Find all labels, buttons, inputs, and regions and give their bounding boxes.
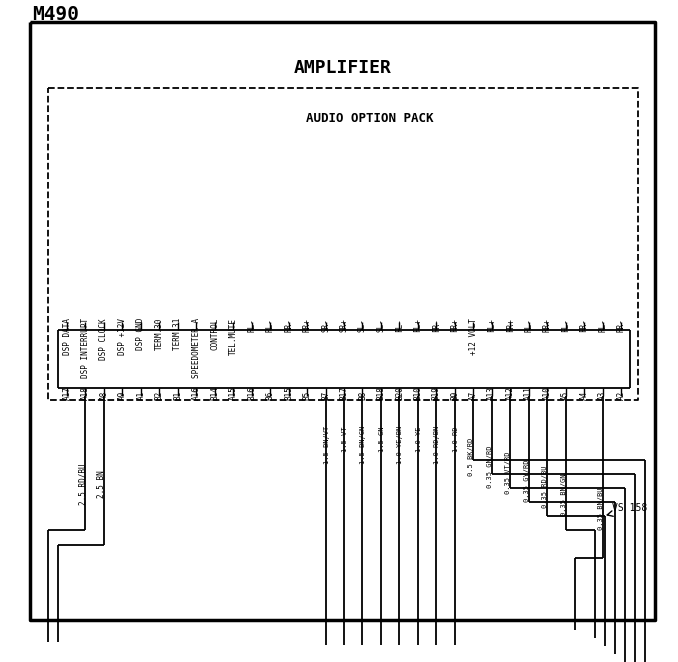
Text: RR+: RR+ — [542, 318, 552, 332]
Text: A2: A2 — [616, 391, 626, 400]
Text: 0.35 GY/RD: 0.35 GY/RD — [523, 459, 530, 502]
Text: A15: A15 — [228, 386, 238, 400]
Text: FR+: FR+ — [506, 318, 515, 332]
Text: 2.5 BN: 2.5 BN — [98, 471, 106, 498]
Text: B16: B16 — [247, 386, 256, 400]
Text: 0.35 BN/BU: 0.35 BN/BU — [597, 487, 603, 530]
Text: B15: B15 — [284, 386, 293, 400]
Text: A18: A18 — [81, 386, 90, 400]
Text: TERM.30: TERM.30 — [155, 318, 164, 350]
Text: FR+: FR+ — [450, 318, 459, 332]
Text: SR-: SR- — [321, 318, 330, 332]
Text: 2.5 RD/BU: 2.5 RD/BU — [79, 463, 88, 504]
Text: A1: A1 — [136, 391, 145, 400]
Text: A12: A12 — [506, 386, 515, 400]
Text: RL-: RL- — [524, 318, 533, 332]
Text: TEL.MUTE: TEL.MUTE — [228, 318, 238, 355]
Text: SL-: SL- — [358, 318, 367, 332]
Text: A5: A5 — [561, 391, 570, 400]
Text: 0.35 RD/BU: 0.35 RD/BU — [542, 466, 548, 508]
Text: AUDIO OPTION PACK: AUDIO OPTION PACK — [306, 111, 434, 124]
Text: 0.35 VT/RD: 0.35 VT/RD — [505, 452, 511, 495]
Text: FL+: FL+ — [414, 318, 422, 332]
Text: B20: B20 — [395, 386, 404, 400]
Text: RL-: RL- — [598, 318, 607, 332]
Text: 1.5 GN: 1.5 GN — [379, 426, 385, 451]
Text: TERM 31: TERM 31 — [174, 318, 182, 350]
Text: B10: B10 — [414, 386, 422, 400]
Text: RR-: RR- — [616, 318, 626, 332]
Text: +12 VOLT: +12 VOLT — [468, 318, 478, 355]
Text: FR-: FR- — [432, 318, 441, 332]
Text: FR-: FR- — [580, 318, 589, 332]
Text: A13: A13 — [487, 386, 496, 400]
Text: B2: B2 — [155, 391, 164, 400]
Text: B8: B8 — [358, 391, 367, 400]
Text: B19: B19 — [432, 386, 441, 400]
Text: 1.0 YE: 1.0 YE — [416, 426, 422, 451]
Text: A3: A3 — [598, 391, 607, 400]
Text: B6: B6 — [266, 391, 275, 400]
Text: RR-: RR- — [284, 318, 293, 332]
Text: A11: A11 — [524, 386, 533, 400]
Text: DSP +12V: DSP +12V — [118, 318, 127, 355]
Text: SPEEDOMETER A: SPEEDOMETER A — [192, 318, 201, 378]
Text: A10: A10 — [542, 386, 552, 400]
Text: DSP DATA: DSP DATA — [62, 318, 71, 355]
Text: B7: B7 — [321, 391, 330, 400]
Text: A8: A8 — [100, 391, 108, 400]
Text: FL-: FL- — [561, 318, 570, 332]
Text: FL+: FL+ — [487, 318, 496, 332]
Text: 0.35 GN/RD: 0.35 GN/RD — [487, 445, 493, 487]
Text: B1: B1 — [174, 391, 182, 400]
Text: A17: A17 — [62, 386, 71, 400]
Text: DSP CLOCK: DSP CLOCK — [100, 318, 108, 359]
Text: SL-: SL- — [376, 318, 385, 332]
Text: RL-: RL- — [266, 318, 275, 332]
Text: RL-: RL- — [247, 318, 256, 332]
Text: B5: B5 — [302, 391, 312, 400]
Text: B14: B14 — [210, 386, 219, 400]
Text: 1.5 BN/GN: 1.5 BN/GN — [361, 426, 367, 464]
Text: AMPLIFIER: AMPLIFIER — [294, 59, 391, 77]
Text: B18: B18 — [376, 386, 385, 400]
Text: M490: M490 — [32, 5, 79, 23]
Text: A16: A16 — [192, 386, 201, 400]
Text: 1.5 VT: 1.5 VT — [342, 426, 348, 451]
Text: FL-: FL- — [395, 318, 404, 332]
Text: DSP GND: DSP GND — [136, 318, 145, 350]
Text: B9: B9 — [450, 391, 459, 400]
Text: CONTROL: CONTROL — [210, 318, 219, 350]
Text: A7: A7 — [468, 391, 478, 400]
Text: 1.0 RD/BN: 1.0 RD/BN — [435, 426, 440, 464]
Text: 0.35 BN/GN: 0.35 BN/GN — [561, 473, 567, 516]
Text: B17: B17 — [340, 386, 348, 400]
Text: DSP INTERRUPT: DSP INTERRUPT — [81, 318, 90, 378]
Text: A4: A4 — [580, 391, 589, 400]
Text: 1.0 YE/BN: 1.0 YE/BN — [397, 426, 403, 464]
Text: 1.0 RD: 1.0 RD — [453, 426, 459, 451]
Text: SR+: SR+ — [340, 318, 348, 332]
Text: A9: A9 — [118, 391, 127, 400]
Text: 0.5 BK/RD: 0.5 BK/RD — [468, 438, 475, 476]
Text: 1.5 BN/VT: 1.5 BN/VT — [323, 426, 330, 464]
Text: VS 158: VS 158 — [612, 503, 647, 513]
Text: RR+: RR+ — [302, 318, 312, 332]
